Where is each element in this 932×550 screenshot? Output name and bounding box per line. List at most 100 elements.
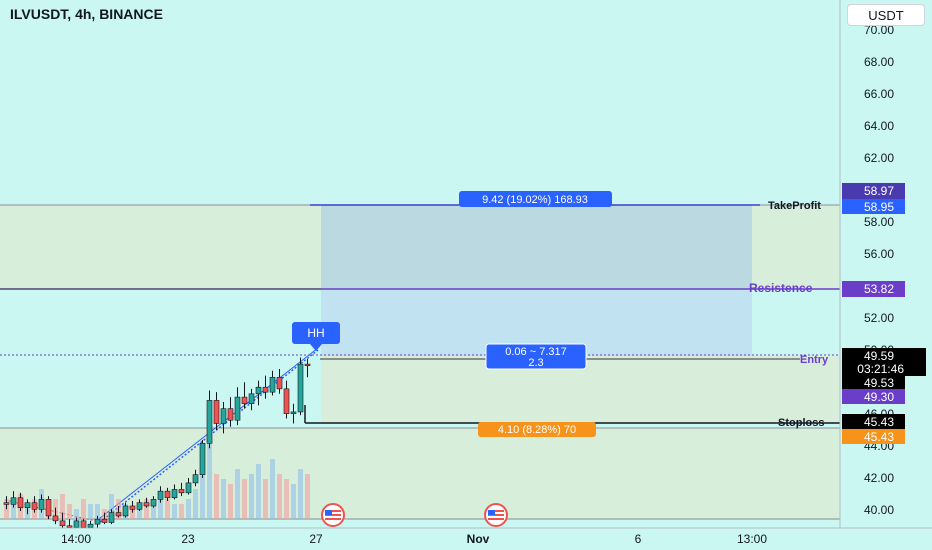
candle-body	[17, 497, 24, 508]
candle-body	[304, 363, 311, 367]
volume-bar	[249, 474, 254, 519]
ratio-label-line2: 2.3	[528, 357, 543, 369]
hh-marker-label: HH	[307, 326, 324, 340]
candle-body	[199, 442, 206, 475]
time-tick-label: 27	[309, 532, 323, 546]
time-axis[interactable]	[0, 528, 932, 550]
candle-body	[38, 499, 45, 510]
volume-bar	[144, 499, 149, 519]
price-tick-label: 70.00	[864, 23, 894, 37]
candle-body	[10, 497, 17, 505]
price-tick-label: 58.00	[864, 215, 894, 229]
candle-body	[262, 386, 269, 393]
candle-body	[136, 502, 143, 510]
entry-price-b: 49.53	[864, 376, 894, 390]
candle-body	[234, 396, 241, 421]
volume-bar	[200, 459, 205, 519]
volume-bar	[165, 499, 170, 519]
time-tick-label: 23	[181, 532, 195, 546]
candle-body	[178, 489, 185, 494]
price-tick-label: 68.00	[864, 55, 894, 69]
resistance-price-badge	[842, 281, 905, 297]
takeprofit-price: 58.97	[864, 184, 894, 198]
stoploss-price: 45.43	[864, 415, 894, 429]
symbol-title[interactable]: ILVUSDT, 4h, BINANCE	[10, 6, 163, 22]
stop-label: 4.10 (8.28%) 70	[498, 424, 576, 436]
volume-bar	[221, 479, 226, 519]
candle-body	[283, 388, 290, 414]
volume-bar	[242, 479, 247, 519]
candle-body	[3, 502, 10, 505]
price-tick-label: 40.00	[864, 503, 894, 517]
candle-body	[108, 512, 115, 523]
candle-body	[206, 400, 213, 444]
candle-body	[31, 502, 38, 510]
time-tick-label: 13:00	[737, 532, 767, 546]
us-flag-event-icon[interactable]	[484, 503, 508, 527]
price-tick-label: 52.00	[864, 311, 894, 325]
entry-price-badge	[842, 348, 926, 376]
volume-bar	[88, 504, 93, 519]
volume-bar	[228, 484, 233, 519]
candle-body	[269, 376, 276, 393]
candle-body	[276, 376, 283, 390]
volume-bar	[263, 479, 268, 519]
volume-bar	[74, 509, 79, 519]
volume-bar	[11, 504, 16, 519]
candle-body	[52, 515, 59, 522]
candle-body	[290, 411, 297, 414]
volume-bar	[151, 504, 156, 519]
candle-body	[73, 520, 80, 528]
volume-bar	[95, 504, 100, 519]
us-flag-event-icon[interactable]	[321, 503, 345, 527]
volume-bar	[291, 484, 296, 519]
volume-bar	[158, 494, 163, 519]
time-tick-label: 14:00	[61, 532, 91, 546]
volume-bar	[214, 474, 219, 519]
candle-body	[192, 474, 199, 484]
ratio-label-badge[interactable]	[485, 343, 587, 370]
time-axis-ticks: 14:00 23 27 Nov 6 13:00	[61, 532, 767, 546]
volume-bar	[277, 474, 282, 519]
candle-body	[227, 408, 234, 421]
candle-body	[220, 408, 227, 424]
currency-button[interactable]: USDT	[847, 4, 925, 26]
candle-body	[87, 523, 94, 528]
volume-bar	[130, 509, 135, 519]
candle-body	[297, 363, 304, 413]
time-tick-label: Nov	[467, 532, 490, 546]
stoploss-price-badge	[842, 414, 905, 430]
volume-bar	[137, 504, 142, 519]
takeprofit-price-sub: 58.95	[864, 200, 894, 214]
volume-bar	[60, 494, 65, 519]
volume-bar	[284, 479, 289, 519]
price-tick-label: 42.00	[864, 471, 894, 485]
volume-bar	[186, 499, 191, 519]
volume-bar	[172, 504, 177, 519]
target-label-badge	[459, 191, 612, 207]
resistance-label: Resistence	[749, 281, 813, 295]
entry-countdown: 03:21:46	[857, 362, 904, 376]
entry-price-c-badge	[842, 389, 905, 404]
price-tick-label: 56.00	[864, 247, 894, 261]
takeprofit-label: TakeProfit	[768, 200, 821, 212]
candle-body	[164, 490, 171, 499]
candle-body	[143, 502, 150, 507]
candle-body	[129, 505, 136, 510]
candle-body	[213, 400, 220, 424]
profit-zone-upper	[321, 205, 752, 289]
price-tick-label: 66.00	[864, 87, 894, 101]
candle-body	[101, 518, 108, 523]
candle-body	[45, 499, 52, 517]
volume-bar	[193, 489, 198, 519]
entry-price: 49.59	[864, 349, 894, 363]
candle-body	[171, 489, 178, 499]
hh-marker-pointer	[310, 344, 322, 351]
takeprofit-price-sub-badge	[842, 199, 905, 214]
candle-body	[122, 505, 129, 517]
stop-label-badge	[478, 422, 596, 437]
target-label: 9.42 (19.02%) 168.93	[482, 194, 588, 206]
volume-bar	[305, 474, 310, 519]
ratio-label-line1: 0.06 ~ 7.317	[505, 346, 566, 358]
